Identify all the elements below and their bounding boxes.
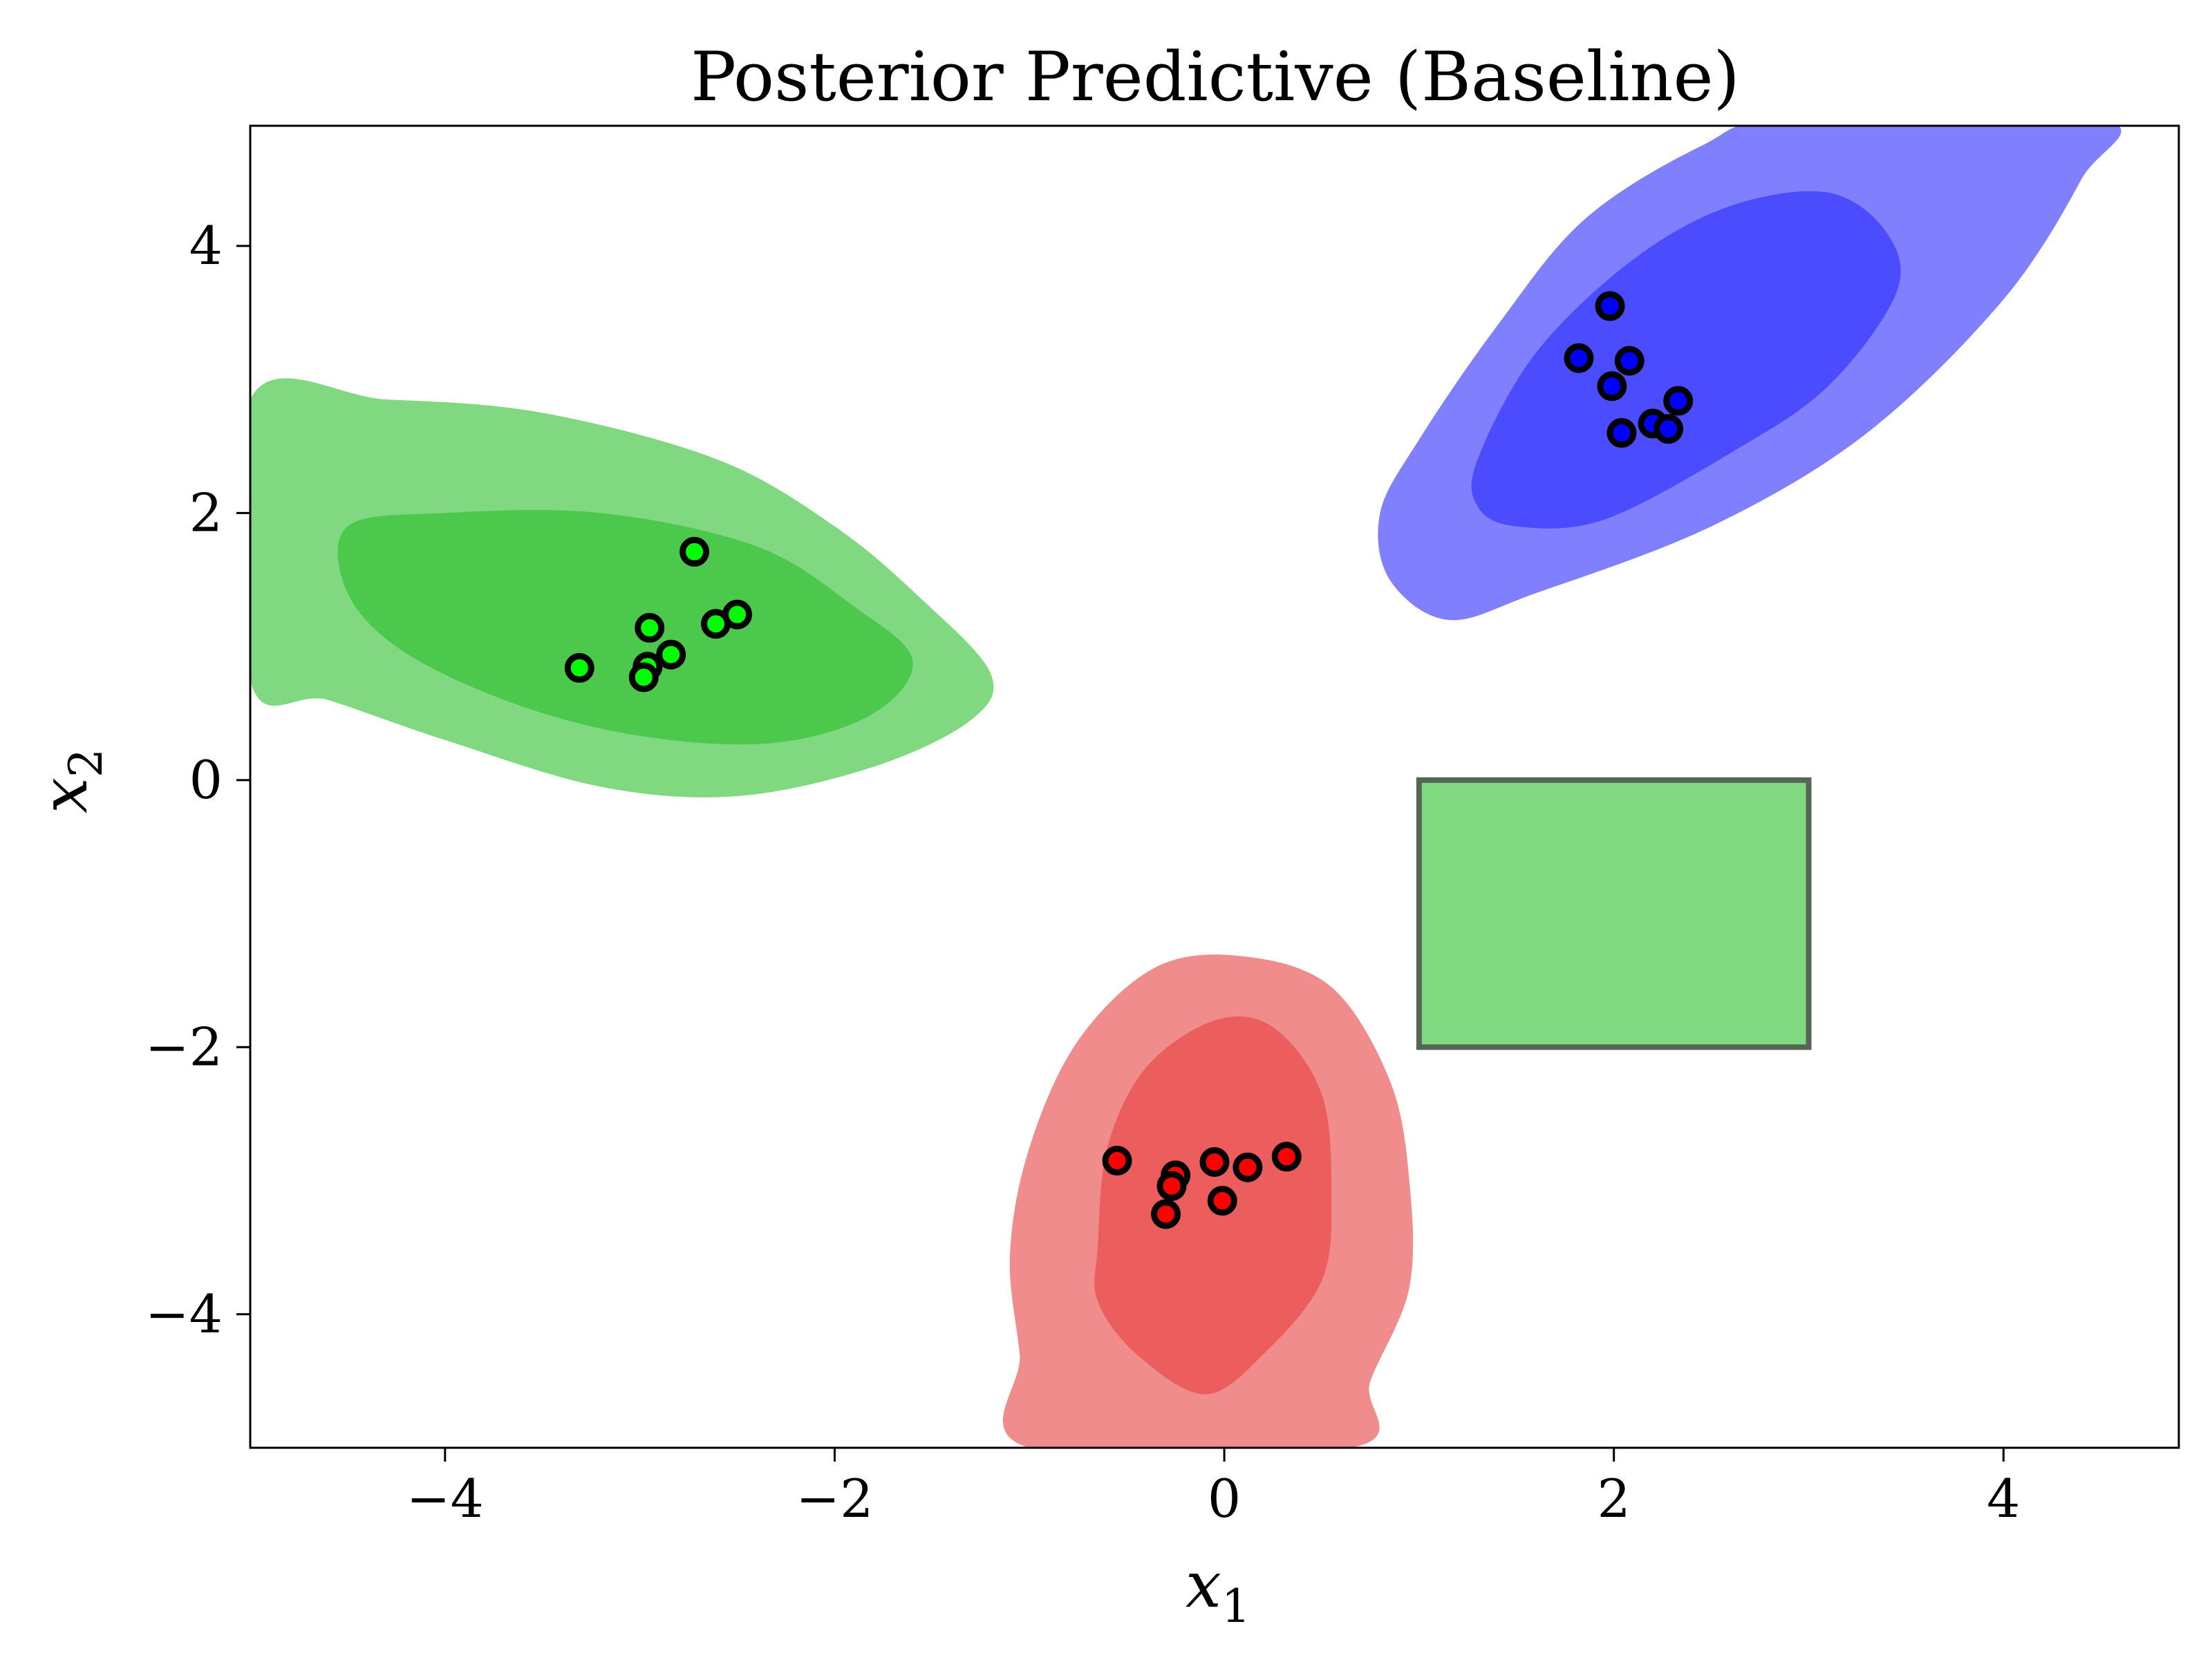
- y-tick-label: 0: [189, 749, 223, 811]
- red-data-point: [1207, 1186, 1237, 1216]
- red-data-point: [1156, 1171, 1187, 1201]
- blue-data-point: [1663, 386, 1694, 416]
- blue-data-point: [1564, 343, 1594, 373]
- y-axis-label: x2: [28, 748, 113, 813]
- axes: −4 −2 0 2 4 −4 −2 0 2 4: [145, 124, 2180, 1529]
- x-tick-label: 0: [1208, 1468, 1241, 1529]
- blue-data-point: [1595, 291, 1625, 321]
- chart-title: Posterior Predictive (Baseline): [691, 38, 1740, 117]
- green-data-point: [679, 536, 710, 567]
- green-inner-region: [337, 509, 913, 745]
- x-axis-label: x1: [1185, 1548, 1250, 1633]
- y-tick-label: 2: [189, 482, 223, 543]
- x-tick-label: 4: [1987, 1468, 2020, 1529]
- green-data-point: [564, 653, 594, 683]
- y-tick-label: −4: [145, 1283, 223, 1345]
- x-tick-label: −4: [406, 1468, 484, 1529]
- red-data-point: [1232, 1152, 1263, 1182]
- blue-inner-region: [1471, 191, 1901, 529]
- target-rectangle: [1416, 777, 1812, 1050]
- green-data-point: [722, 599, 753, 630]
- green-data-point: [635, 613, 665, 643]
- x-axis-label-subscript: 1: [1221, 1580, 1250, 1633]
- blue-data-point: [1653, 414, 1684, 444]
- y-tick-label: 4: [189, 215, 223, 276]
- x-tick-label: −2: [796, 1468, 873, 1529]
- red-data-point: [1271, 1142, 1302, 1172]
- blue-data-point: [1614, 346, 1644, 376]
- blue-data-point: [1597, 371, 1627, 402]
- x-tick-label: 2: [1597, 1468, 1631, 1529]
- red-data-point: [1151, 1199, 1181, 1229]
- x-axis-label-symbol: x: [1185, 1548, 1221, 1622]
- green-data-point: [656, 639, 686, 670]
- y-axis-label-subscript: 2: [59, 748, 113, 777]
- axes-frame: [249, 124, 2180, 1449]
- red-data-point: [1199, 1146, 1230, 1177]
- green-data-point: [628, 662, 659, 692]
- blue-data-point: [1606, 417, 1637, 448]
- y-axis-label-symbol: x: [28, 777, 102, 813]
- plot-area: [250, 126, 2121, 1448]
- y-tick-label: −2: [145, 1016, 223, 1077]
- red-data-point: [1102, 1146, 1132, 1176]
